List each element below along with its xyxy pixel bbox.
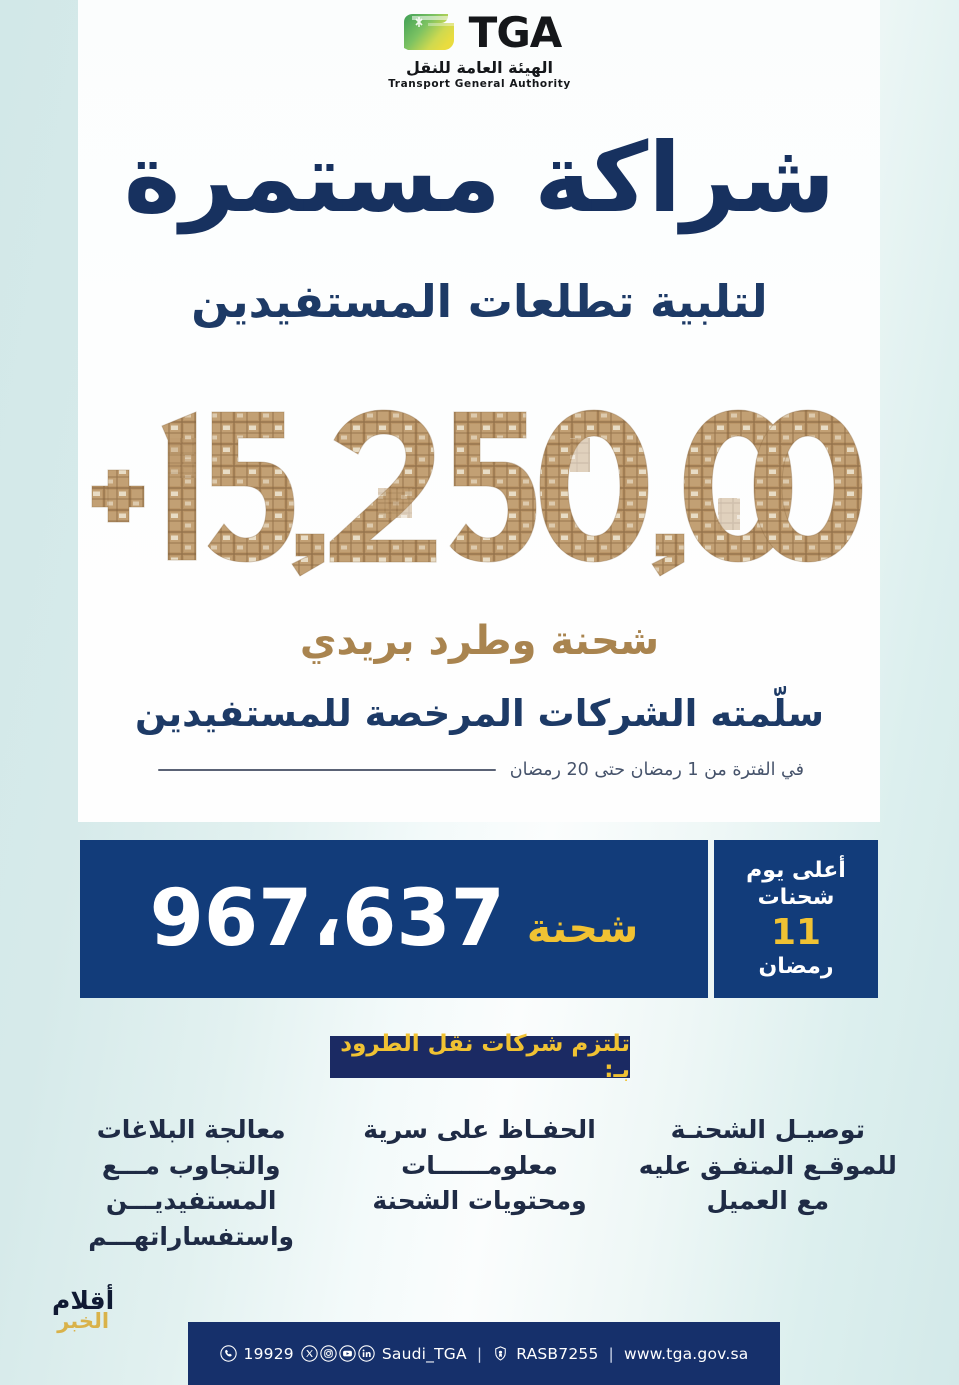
commitments-columns: توصيـل الشحنـة للموقـع المتفـق عليه مع ا… [56, 1112, 903, 1254]
peak-day-label-1: أعلى يوم [746, 857, 846, 883]
footer-bar: 19929 Saudi [188, 1322, 780, 1385]
footer-separator: | [476, 1344, 483, 1363]
footer-license: RASB7255 [516, 1344, 599, 1363]
stat-main-panel: شحنة 967،637 [80, 840, 708, 998]
big-number-graphic [78, 378, 880, 578]
peak-day-month: رمضان [758, 954, 834, 980]
watermark-line-2: الخبر [57, 1309, 110, 1333]
period-row: في الفترة من 1 رمضان حتى 20 رمضان [158, 760, 804, 780]
commitment-item: توصيـل الشحنـة للموقـع المتفـق عليه مع ا… [638, 1115, 897, 1215]
shipment-label: شحنة وطرد بريدي [299, 618, 660, 664]
watermark-line-1: أقلام [52, 1286, 115, 1315]
watermark-logo: أقلام الخبر [52, 1286, 115, 1333]
social-icons-group [301, 1345, 375, 1362]
logo-english-name: Transport General Authority [388, 78, 571, 90]
commitment-item: الحفـاظ على سرية معلومــــــات ومحتويات … [363, 1115, 596, 1215]
cardboard-number-svg [91, 409, 863, 577]
tga-logo: TGA الهيئة العامة للنقل Transport Genera… [0, 10, 959, 91]
footer-separator: | [608, 1344, 614, 1363]
commitment-item: معالجة البلاغات والتجاوب مـــع المستفيدي… [88, 1115, 295, 1251]
logo-arabic-name: الهيئة العامة للنقل [406, 58, 553, 77]
peak-day-number: 11 [770, 911, 822, 953]
license-badge-icon [495, 1346, 507, 1361]
x-icon[interactable] [301, 1345, 318, 1362]
period-text: في الفترة من 1 رمضان حتى 20 رمضان [509, 760, 804, 780]
footer-social-handle[interactable]: Saudi_TGA [381, 1344, 467, 1363]
headline: شراكة مستمرة [123, 122, 837, 234]
phone-icon [219, 1345, 237, 1362]
logo-row: TGA [398, 10, 562, 56]
period-divider [158, 769, 496, 771]
stat-main-number: 967،637 [149, 874, 506, 964]
delivered-by-label: سلّمته الشركات المرخصة للمستفيدين [134, 692, 825, 735]
commitments-heading: تلتزم شركات نقل الطرود بـ: [330, 1031, 630, 1083]
footer-website[interactable]: www.tga.gov.sa [623, 1344, 749, 1363]
footer-phone[interactable]: 19929 [243, 1344, 294, 1363]
youtube-icon[interactable] [339, 1345, 356, 1362]
instagram-icon[interactable] [320, 1345, 337, 1362]
footer-content: 19929 Saudi [219, 1344, 749, 1363]
tga-emblem-icon [403, 14, 454, 50]
stat-main-unit: شحنة [526, 904, 639, 952]
linkedin-icon[interactable] [358, 1345, 375, 1362]
peak-day-label-2: شحنات [757, 884, 835, 910]
stat-side-panel: أعلى يوم شحنات 11 رمضان [714, 840, 878, 998]
subheadline: لتلبية تطلعات المستفيدين [191, 275, 768, 328]
logo-acronym: TGA [468, 8, 563, 57]
